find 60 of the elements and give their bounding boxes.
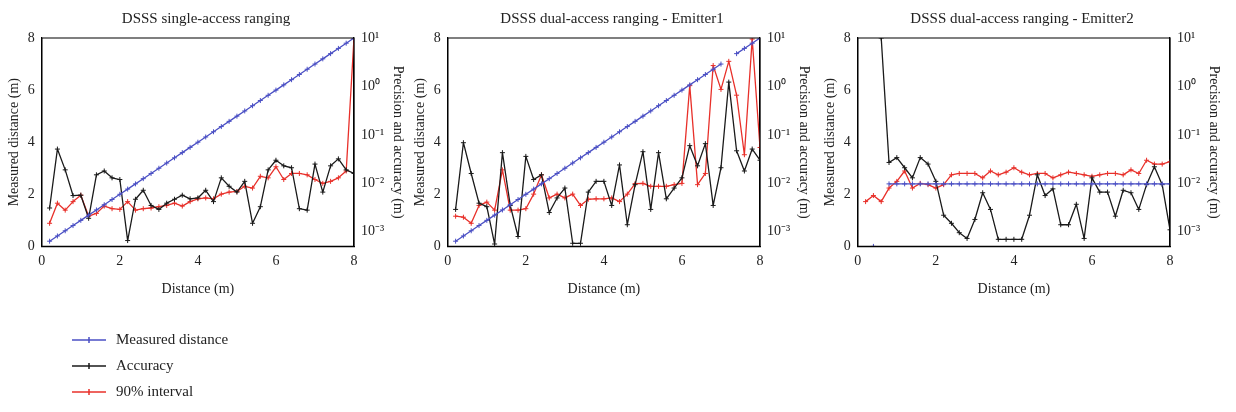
x-tick-label: 8: [350, 253, 358, 269]
x-tick-label: 8: [1166, 253, 1174, 269]
y-tick-label: 6: [843, 81, 851, 97]
y2-axis-title: Precision and accuracy (m): [1205, 65, 1222, 219]
y-tick-label: 0: [843, 238, 851, 254]
y-tick-label: 8: [843, 29, 851, 45]
y2-axis-title: Precision and accuracy (m): [389, 65, 406, 219]
y-tick-label: 4: [843, 133, 851, 149]
legend-label: Measured distance: [116, 330, 229, 347]
x-tick-label: 2: [116, 253, 124, 269]
x-tick-label: 4: [194, 253, 202, 269]
y-axis-title: Measured distance (m): [822, 77, 839, 207]
x-tick-label: 4: [600, 253, 608, 269]
x-tick-label: 0: [38, 253, 46, 269]
y-tick-label: 4: [433, 133, 441, 149]
y2-axis-title: Precision and accuracy (m): [795, 65, 812, 219]
y-tick-label: 4: [27, 133, 35, 149]
y2-tick-label: 10⁰: [361, 78, 380, 94]
x-tick-label: 0: [444, 253, 452, 269]
y2-tick-label: 10¹: [361, 29, 380, 45]
y-tick-label: 6: [433, 81, 441, 97]
y2-tick-label: 10⁻¹: [767, 126, 791, 142]
y-tick-label: 0: [433, 238, 441, 254]
y2-tick-label: 10¹: [767, 29, 786, 45]
legend-label: 90% interval: [116, 382, 194, 399]
y-tick-label: 0: [27, 238, 35, 254]
x-tick-label: 6: [1088, 253, 1096, 269]
x-tick-label: 6: [678, 253, 686, 269]
y-axis-title: Measured distance (m): [412, 77, 429, 207]
y2-tick-label: 10¹: [1177, 29, 1196, 45]
y2-tick-label: 10⁻²: [361, 175, 385, 191]
x-axis-title: Distance (m): [977, 281, 1051, 298]
y2-tick-label: 10⁻¹: [361, 126, 385, 142]
legend-label: Accuracy: [116, 356, 174, 373]
x-tick-label: 2: [932, 253, 940, 269]
y-tick-label: 2: [27, 185, 35, 201]
y-axis-title: Measured distance (m): [6, 77, 23, 207]
chart-title: DSSS dual-access ranging - Emitter2: [910, 9, 1134, 26]
x-axis-title: Distance (m): [161, 281, 235, 298]
x-tick-label: 8: [756, 253, 764, 269]
y2-tick-label: 10⁻²: [1177, 175, 1201, 191]
y-tick-label: 2: [843, 185, 851, 201]
x-tick-label: 2: [522, 253, 530, 269]
y-tick-label: 2: [433, 185, 441, 201]
y2-tick-label: 10⁻³: [767, 223, 791, 239]
y2-tick-label: 10⁰: [767, 78, 786, 94]
y2-tick-label: 10⁻³: [1177, 223, 1201, 239]
y2-tick-label: 10⁻¹: [1177, 126, 1201, 142]
x-axis-title: Distance (m): [567, 281, 641, 298]
chart-title: DSSS single-access ranging: [121, 9, 291, 26]
x-tick-label: 4: [1010, 253, 1018, 269]
y-tick-label: 8: [27, 29, 35, 45]
y2-tick-label: 10⁻³: [361, 223, 385, 239]
y2-tick-label: 10⁰: [1177, 78, 1196, 94]
x-tick-label: 0: [854, 253, 862, 269]
x-tick-label: 6: [272, 253, 280, 269]
y2-tick-label: 10⁻²: [767, 175, 791, 191]
chart-title: DSSS dual-access ranging - Emitter1: [500, 9, 724, 26]
y-tick-label: 8: [433, 29, 441, 45]
y-tick-label: 6: [27, 81, 35, 97]
